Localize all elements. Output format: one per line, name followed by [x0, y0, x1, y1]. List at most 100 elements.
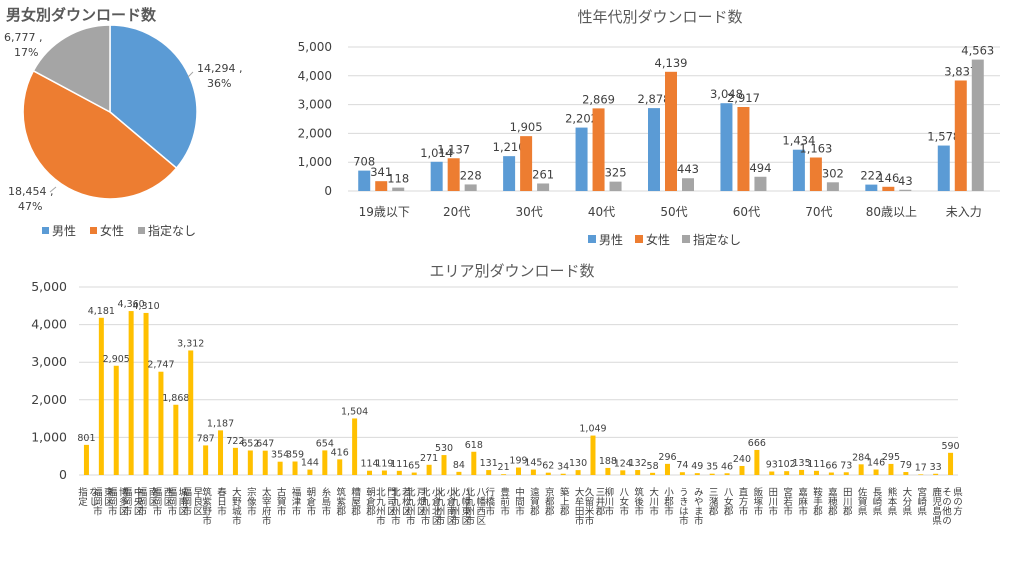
- age-data-label-1-5: 2,917: [727, 91, 760, 105]
- area-bar-57: [933, 473, 939, 475]
- area-category-label-22: 北九州市 戸畑区: [404, 487, 427, 526]
- area-category-label-line: 大野城市: [230, 486, 242, 526]
- area-category-label-40: うきは市: [677, 487, 689, 526]
- pie-slice-1: [22, 69, 178, 200]
- pie-data-label-0: 14,294 ,: [197, 62, 242, 75]
- area-data-label-11: 652: [241, 438, 259, 449]
- area-bar-30: [530, 469, 536, 475]
- area-category-label-line: 早良区: [191, 487, 203, 516]
- age-legend-label-0: 男性: [599, 233, 623, 247]
- area-ytick-label-1: 1,000: [31, 429, 67, 444]
- area-category-label-line: 戸畑区: [415, 487, 427, 516]
- area-data-label-5: 2,747: [147, 360, 174, 371]
- pie-legend-swatch-2: [138, 227, 145, 234]
- area-ytick-label-3: 3,000: [31, 354, 67, 369]
- area-bar-26: [471, 451, 477, 475]
- area-category-label-line: 嘉穂郡: [826, 486, 838, 516]
- area-bar-5: [158, 371, 164, 475]
- area-data-label-40: 74: [676, 460, 688, 471]
- area-bar-51: [843, 472, 849, 475]
- area-category-label-line: 直方市: [736, 486, 748, 516]
- area-data-label-26: 618: [465, 440, 483, 451]
- area-bar-31: [545, 472, 551, 475]
- area-data-label-43: 46: [721, 461, 733, 472]
- area-category-label-line: 大牟田市: [573, 486, 585, 526]
- area-data-label-21: 111: [390, 459, 408, 470]
- age-data-label-0-5: 3,048: [710, 87, 743, 101]
- area-bar-22: [411, 472, 417, 475]
- pie-percent-label-0: 36%: [207, 77, 231, 90]
- area-category-label-line: 朝倉市: [304, 487, 316, 516]
- area-data-label-52: 284: [852, 452, 870, 463]
- age-bar-1-4: [665, 71, 677, 191]
- area-bar-20: [381, 470, 387, 475]
- area-category-label-line: 福岡市: [121, 486, 133, 516]
- area-category-label-line: 大川市: [647, 486, 659, 516]
- area-data-label-15: 144: [301, 458, 319, 469]
- area-bar-34: [590, 435, 596, 475]
- age-ytick-label-3: 3,000: [298, 98, 332, 112]
- area-category-label-24: 北九州市 小倉南区: [434, 487, 457, 526]
- area-data-label-51: 73: [840, 460, 852, 471]
- area-data-label-57: 33: [930, 462, 942, 473]
- area-data-label-13: 354: [271, 450, 289, 461]
- age-data-label-0-4: 2,878: [638, 92, 671, 106]
- area-category-label-20: 北九州市 門司区: [374, 487, 397, 526]
- area-category-label-line: 福岡市: [106, 486, 118, 516]
- area-category-label-line: 佐賀県: [856, 486, 868, 516]
- age-data-label-2-6: 302: [822, 166, 844, 180]
- pie-leader-0: [187, 71, 194, 78]
- area-category-label-2: 福岡市 博多区: [106, 486, 129, 516]
- pie-percent-label-1: 47%: [18, 200, 42, 213]
- area-category-label-9: 春日市: [215, 486, 227, 516]
- area-data-label-20: 119: [375, 459, 393, 470]
- area-data-label-27: 131: [480, 458, 498, 469]
- area-category-label-line: 古賀市: [275, 486, 287, 516]
- area-category-label-23: 北九州市 小倉北区: [419, 487, 442, 526]
- pie-legend-label-0: 男性: [52, 224, 76, 238]
- area-data-label-45: 666: [748, 438, 766, 449]
- area-bar-35: [605, 467, 611, 475]
- age-data-label-1-7: 146: [877, 171, 899, 185]
- area-category-label-57: 鹿児島県: [930, 486, 942, 526]
- area-category-label-53: 長崎県: [871, 487, 883, 516]
- area-category-label-25: 北九州市 八幡東区: [448, 487, 471, 526]
- age-data-label-1-8: 3,837: [944, 64, 977, 78]
- area-chart-title: エリア別ダウンロード数: [429, 262, 594, 280]
- area-bar-10: [232, 447, 238, 475]
- age-category-label-5: 60代: [733, 205, 760, 219]
- area-category-label-line: 三潴郡: [707, 487, 719, 516]
- area-bar-1: [98, 317, 104, 475]
- age-data-label-2-4: 443: [677, 162, 699, 176]
- pie-legend-swatch-1: [90, 227, 97, 234]
- area-bar-4: [143, 312, 149, 475]
- age-category-label-8: 未入力: [946, 205, 982, 219]
- age-data-label-0-7: 222: [860, 169, 882, 183]
- area-category-label-5: 福岡市 西区: [150, 486, 173, 516]
- area-category-label-line: 県の方: [951, 487, 963, 516]
- age-data-label-1-0: 341: [370, 165, 392, 179]
- area-data-label-46: 93: [766, 460, 778, 471]
- area-category-label-line: 鹿児島県: [930, 486, 942, 526]
- area-data-label-39: 296: [658, 452, 676, 463]
- age-legend-swatch-2: [682, 235, 690, 243]
- area-data-label-41: 49: [691, 461, 703, 472]
- area-data-label-32: 34: [557, 462, 569, 473]
- age-ytick-label-2: 2,000: [298, 126, 332, 140]
- area-data-label-10: 722: [226, 436, 244, 447]
- area-bar-14: [292, 461, 298, 475]
- pie-data-label-1: 18,454 ,: [8, 185, 53, 198]
- area-category-label-line: 豊前市: [498, 486, 510, 516]
- area-category-label-line: みやま市: [692, 487, 704, 526]
- area-category-label-line: 鞍手郡: [811, 486, 823, 516]
- age-bar-1-0: [375, 181, 388, 191]
- age-category-label-2: 30代: [515, 205, 542, 219]
- area-category-label-13: 古賀市: [275, 486, 287, 516]
- area-bar-52: [858, 464, 864, 475]
- age-data-label-2-1: 228: [460, 168, 482, 182]
- area-bar-8: [203, 445, 209, 475]
- area-category-label-line: 柳川市: [602, 486, 614, 516]
- area-data-label-48: 135: [792, 458, 810, 469]
- area-data-label-47: 102: [778, 459, 796, 470]
